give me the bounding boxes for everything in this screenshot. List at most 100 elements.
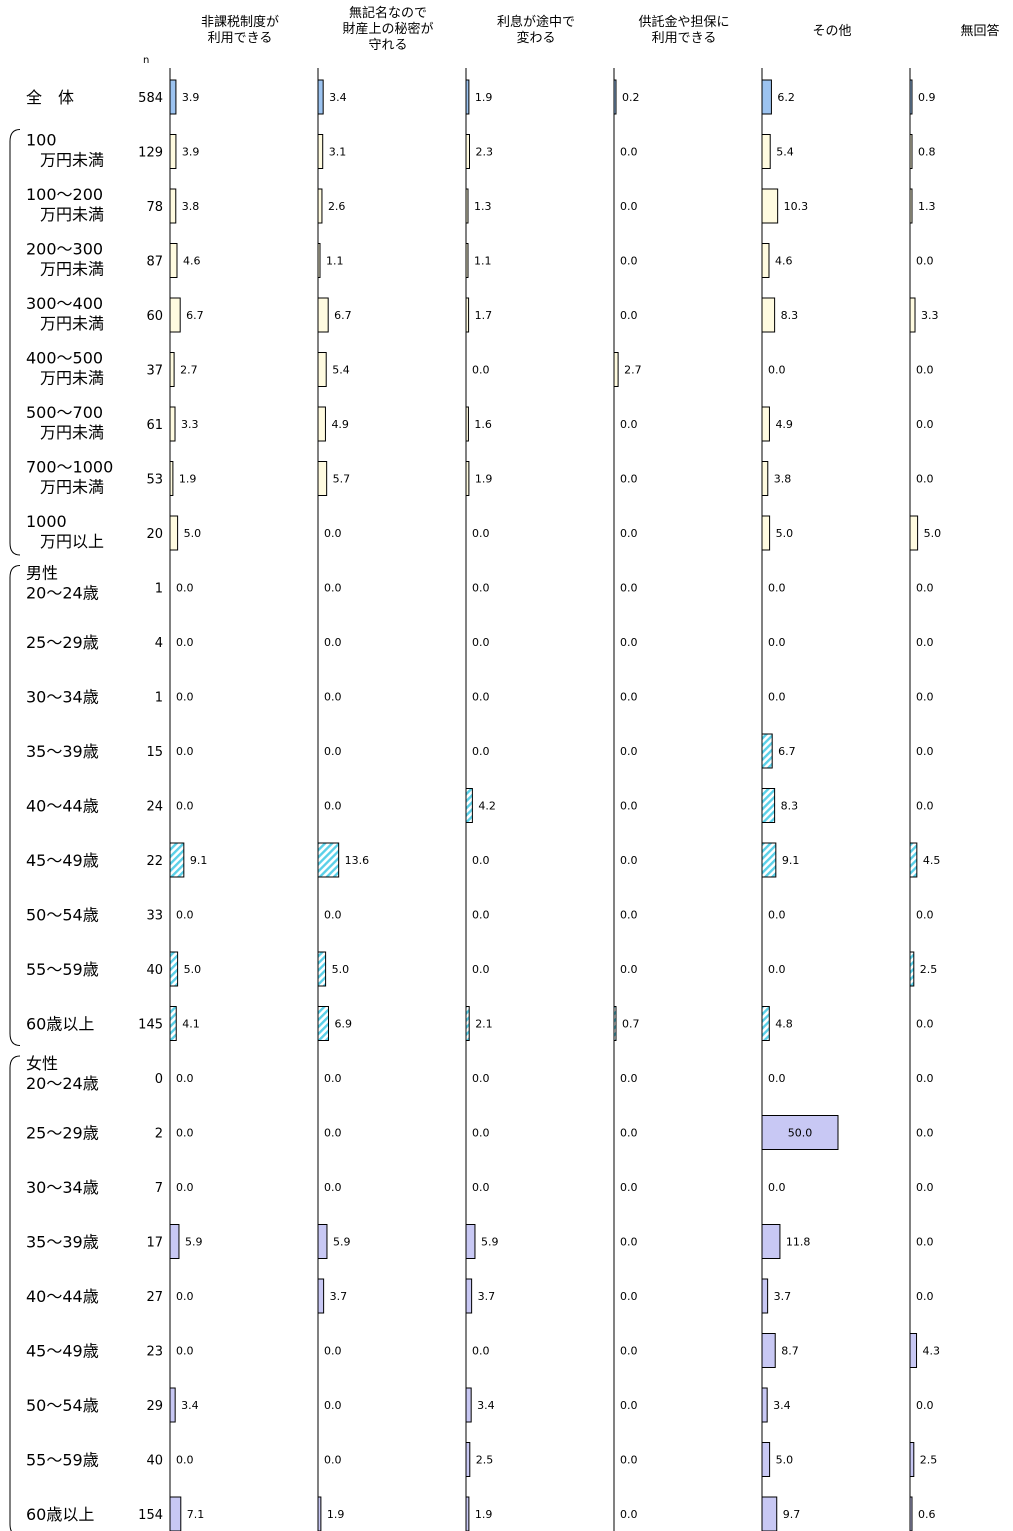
row-label: 40～44歳 — [26, 1287, 99, 1306]
column-header-3: 供託金や担保に 利用できる — [638, 15, 730, 46]
bar — [761, 243, 770, 278]
data-label: 0.0 — [768, 364, 786, 377]
data-label: 0.0 — [620, 1508, 638, 1521]
data-label: 5.0 — [332, 963, 350, 976]
data-label: 4.2 — [478, 800, 496, 813]
bar — [761, 733, 773, 769]
data-label: 0.0 — [324, 909, 342, 922]
data-label: 0.0 — [620, 582, 638, 595]
data-label: 1.9 — [179, 473, 197, 486]
row-n: 1 — [155, 691, 163, 706]
column-header-0: 非課税制度が 利用できる — [200, 15, 279, 46]
row-label: 30～34歳 — [26, 688, 99, 707]
data-label: 0.0 — [916, 745, 934, 758]
row-label: 20～24歳 — [26, 1074, 99, 1093]
data-label: 0.0 — [916, 364, 934, 377]
row-label: 500～700 — [26, 403, 103, 422]
data-label: 0.0 — [324, 1181, 342, 1194]
data-label: 0.0 — [768, 1072, 786, 1085]
data-label: 2.5 — [476, 1454, 494, 1467]
bar — [317, 951, 327, 987]
bar — [761, 406, 770, 442]
row-label: 50～54歳 — [26, 906, 99, 925]
group-name: 男性 — [26, 564, 58, 583]
data-label: 0.0 — [324, 1127, 342, 1140]
group-name: 女性 — [26, 1054, 58, 1073]
data-label: 5.4 — [332, 364, 350, 377]
row-label: 200～300 — [26, 240, 103, 259]
data-label: 0.9 — [918, 91, 936, 104]
bar — [761, 1442, 771, 1477]
row-n: 37 — [146, 364, 163, 379]
row-n: 154 — [138, 1508, 163, 1523]
bar — [169, 951, 179, 987]
data-label: 5.0 — [776, 1454, 794, 1467]
row-n: 0 — [155, 1072, 163, 1087]
data-label: 10.3 — [784, 200, 809, 213]
bar — [465, 243, 469, 278]
bar — [761, 1006, 770, 1041]
bar — [761, 461, 769, 496]
data-label: 0.0 — [324, 636, 342, 649]
data-label: 0.0 — [324, 1399, 342, 1412]
row-label: 300～400 — [26, 294, 103, 313]
bar — [317, 297, 329, 333]
data-label: 0.0 — [620, 854, 638, 867]
data-label: 5.0 — [184, 963, 202, 976]
data-label: 0.0 — [176, 1072, 194, 1085]
bar — [317, 461, 328, 496]
bar — [613, 352, 619, 387]
row-n: 129 — [138, 146, 163, 161]
row-label: 1000 — [26, 512, 67, 531]
data-label: 0.0 — [916, 1399, 934, 1412]
data-label: 50.0 — [788, 1127, 813, 1140]
data-label: 9.1 — [782, 854, 800, 867]
data-label: 0.0 — [472, 582, 490, 595]
bar — [465, 1442, 471, 1477]
n-label: n — [143, 55, 150, 66]
data-label: 0.0 — [916, 1072, 934, 1085]
data-label: 0.0 — [768, 691, 786, 704]
data-label: 0.0 — [176, 636, 194, 649]
data-label: 0.0 — [916, 1018, 934, 1031]
bar — [317, 1278, 325, 1314]
data-label: 9.7 — [783, 1508, 801, 1521]
data-label: 1.3 — [918, 200, 936, 213]
data-label: 5.9 — [333, 1236, 351, 1249]
data-label: 4.1 — [182, 1018, 200, 1031]
data-label: 0.0 — [324, 1345, 342, 1358]
column-header-4: その他 — [812, 24, 852, 39]
data-label: 4.5 — [923, 854, 941, 867]
data-label: 5.4 — [776, 146, 794, 159]
data-label: 6.9 — [334, 1018, 352, 1031]
bar — [465, 788, 473, 823]
bar — [317, 243, 321, 278]
bar — [169, 297, 181, 333]
data-label: 8.7 — [781, 1345, 799, 1358]
data-label: 1.9 — [475, 473, 493, 486]
row-label: 45～49歳 — [26, 1342, 99, 1361]
bar — [761, 297, 776, 333]
data-label: 0.0 — [324, 1454, 342, 1467]
data-label: 3.8 — [182, 200, 200, 213]
bar — [761, 1387, 768, 1423]
row-n: 87 — [146, 255, 163, 270]
data-label: 1.9 — [475, 1508, 493, 1521]
bar — [169, 134, 177, 169]
bar — [761, 134, 771, 169]
data-label: 0.0 — [176, 1181, 194, 1194]
bar — [465, 1278, 473, 1314]
bar — [909, 1333, 918, 1368]
bar — [317, 1006, 329, 1041]
data-label: 7.1 — [187, 1508, 205, 1521]
data-label: 0.8 — [918, 146, 936, 159]
bar — [317, 1496, 322, 1531]
row-label: 50～54歳 — [26, 1396, 99, 1415]
row-n: 23 — [146, 1345, 163, 1360]
data-label: 3.4 — [329, 91, 347, 104]
bar — [169, 1224, 180, 1259]
data-label: 6.7 — [186, 309, 204, 322]
data-label: 0.0 — [176, 800, 194, 813]
data-label: 0.0 — [620, 309, 638, 322]
data-label: 0.0 — [472, 636, 490, 649]
